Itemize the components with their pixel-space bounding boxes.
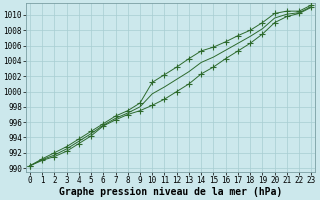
- X-axis label: Graphe pression niveau de la mer (hPa): Graphe pression niveau de la mer (hPa): [59, 186, 282, 197]
